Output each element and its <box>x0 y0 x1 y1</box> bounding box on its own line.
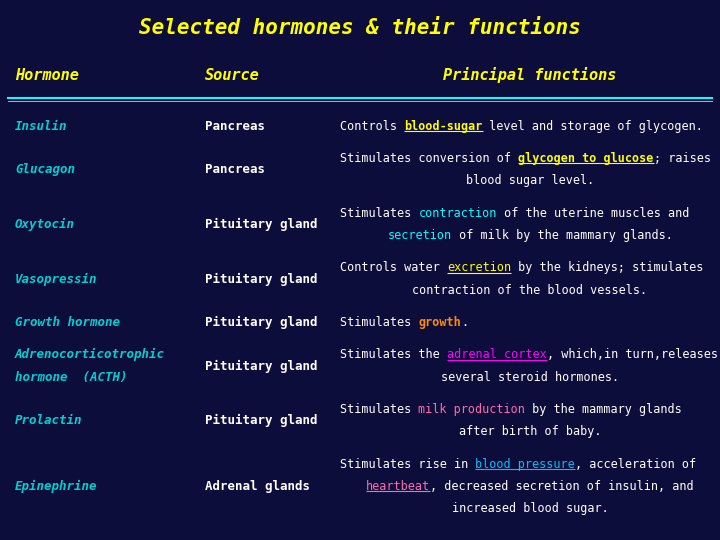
Text: Prolactin: Prolactin <box>15 414 83 427</box>
Text: Stimulates rise in: Stimulates rise in <box>340 458 475 471</box>
Text: Pituitary gland: Pituitary gland <box>205 360 318 373</box>
Text: by the kidneys; stimulates: by the kidneys; stimulates <box>511 261 703 274</box>
Text: growth: growth <box>418 316 461 329</box>
Text: Pituitary gland: Pituitary gland <box>205 218 318 231</box>
Text: , decreased secretion of insulin, and: , decreased secretion of insulin, and <box>431 480 694 493</box>
Text: Vasopressin: Vasopressin <box>15 273 97 286</box>
Text: ; raises: ; raises <box>654 152 711 165</box>
Text: Adrenal glands: Adrenal glands <box>205 480 310 493</box>
Text: increased blood sugar.: increased blood sugar. <box>451 502 608 515</box>
Text: Stimulates conversion of: Stimulates conversion of <box>340 152 518 165</box>
Text: level and storage of glycogen.: level and storage of glycogen. <box>482 120 703 133</box>
Text: Pancreas: Pancreas <box>205 163 265 176</box>
Text: Pancreas: Pancreas <box>205 120 265 133</box>
Text: heartbeat: heartbeat <box>366 480 431 493</box>
Text: by the mammary glands: by the mammary glands <box>526 403 682 416</box>
Text: Stimulates the: Stimulates the <box>340 348 447 361</box>
Text: .: . <box>461 316 468 329</box>
Text: blood-sugar: blood-sugar <box>404 120 482 133</box>
Text: Controls water: Controls water <box>340 261 447 274</box>
Text: Stimulates: Stimulates <box>340 316 418 329</box>
Text: Oxytocin: Oxytocin <box>15 218 75 231</box>
Text: glycogen to glucose: glycogen to glucose <box>518 152 654 165</box>
Text: of the uterine muscles and: of the uterine muscles and <box>497 207 689 220</box>
Text: blood pressure: blood pressure <box>475 458 575 471</box>
Text: adrenal cortex: adrenal cortex <box>447 348 546 361</box>
Text: Insulin: Insulin <box>15 120 68 133</box>
Text: Pituitary gland: Pituitary gland <box>205 316 318 329</box>
Text: Stimulates: Stimulates <box>340 403 418 416</box>
Text: Source: Source <box>205 68 260 83</box>
Text: hormone  (ACTH): hormone (ACTH) <box>15 370 127 383</box>
Text: contraction of the blood vessels.: contraction of the blood vessels. <box>413 284 647 296</box>
Text: milk production: milk production <box>418 403 526 416</box>
Text: of milk by the mammary glands.: of milk by the mammary glands. <box>451 229 672 242</box>
Text: , acceleration of: , acceleration of <box>575 458 696 471</box>
Text: , which,in turn,releases: , which,in turn,releases <box>546 348 718 361</box>
Text: Stimulates: Stimulates <box>340 207 418 220</box>
Text: Pituitary gland: Pituitary gland <box>205 414 318 427</box>
Text: contraction: contraction <box>418 207 497 220</box>
Text: secretion: secretion <box>387 229 451 242</box>
Text: excretion: excretion <box>447 261 511 274</box>
Text: Glucagon: Glucagon <box>15 163 75 176</box>
Text: Selected hormones & their functions: Selected hormones & their functions <box>139 18 581 38</box>
Text: Epinephrine: Epinephrine <box>15 480 97 493</box>
Text: Growth hormone: Growth hormone <box>15 316 120 329</box>
Text: Principal functions: Principal functions <box>444 67 617 83</box>
Text: Adrenocorticotrophic: Adrenocorticotrophic <box>15 348 165 361</box>
Text: several steroid hormones.: several steroid hormones. <box>441 370 619 383</box>
Text: blood sugar level.: blood sugar level. <box>466 174 594 187</box>
Text: Hormone: Hormone <box>15 68 79 83</box>
Text: Pituitary gland: Pituitary gland <box>205 273 318 286</box>
Text: Controls: Controls <box>340 120 404 133</box>
Text: after birth of baby.: after birth of baby. <box>459 426 601 438</box>
